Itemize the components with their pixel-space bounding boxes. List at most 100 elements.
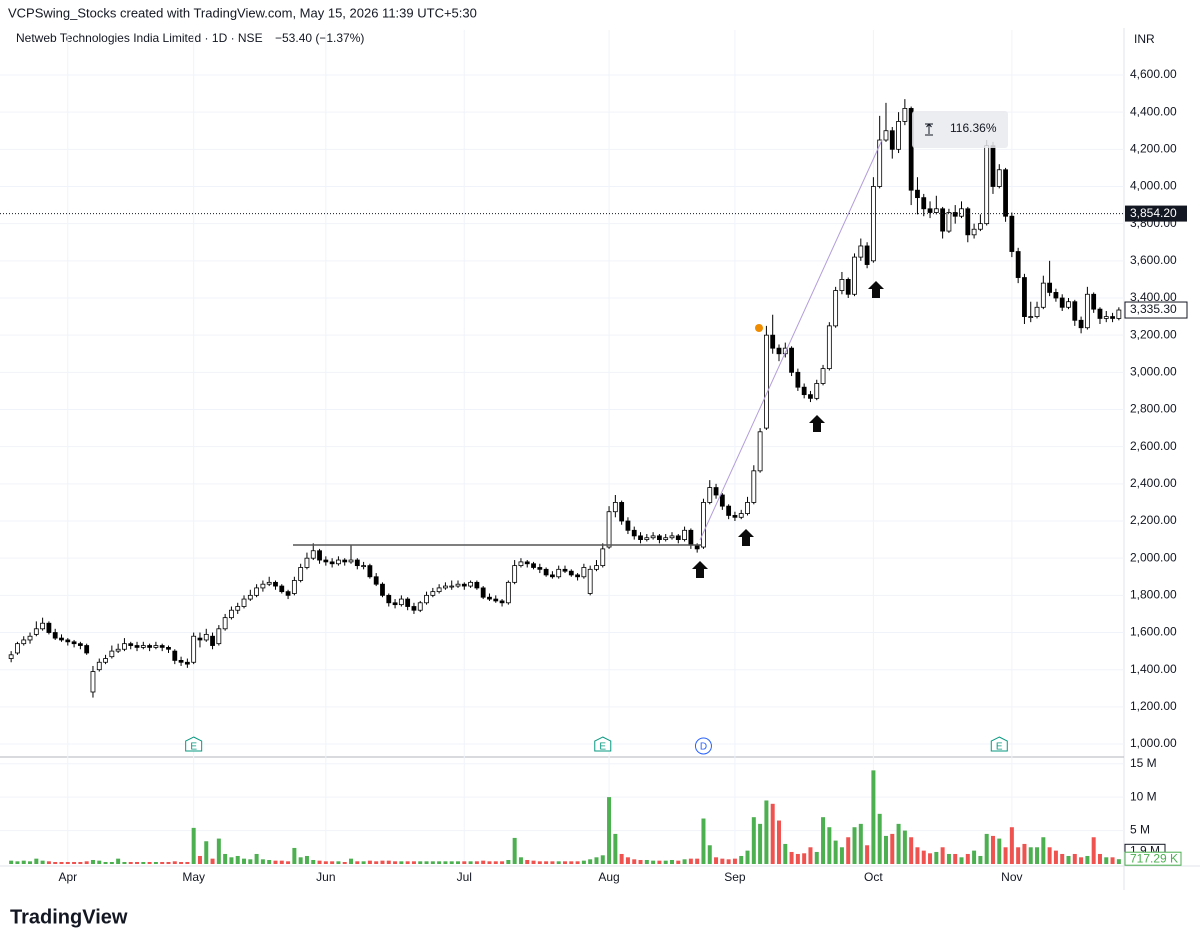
volume-bar [260, 859, 265, 864]
candle-body [1040, 282, 1046, 308]
volume-bar [821, 817, 826, 864]
candle-body [499, 600, 505, 604]
volume-bar [953, 853, 958, 864]
grid [0, 30, 1124, 864]
event-label: E [599, 742, 606, 753]
candle-body [883, 130, 889, 141]
last-price-box [1124, 301, 1188, 319]
candle-body [581, 567, 587, 578]
candle-body [606, 511, 612, 548]
candle-body [317, 550, 322, 561]
candle-body [550, 574, 555, 578]
volume-bar [928, 853, 933, 864]
volume-bar [575, 861, 580, 864]
candle-body [795, 371, 801, 388]
volume-bar [242, 858, 247, 864]
volume-bar [940, 847, 945, 864]
volume-bar [978, 855, 983, 864]
candle-body [512, 565, 518, 583]
candle-body [946, 212, 952, 232]
volume-bar [556, 861, 561, 864]
candle-body [109, 650, 115, 658]
volume-bar [191, 827, 196, 864]
arrow [868, 281, 884, 298]
y-tick-label: 4,600.00 [1130, 67, 1177, 81]
measure-icon [925, 123, 933, 136]
candle-body [411, 606, 417, 611]
candle-body [877, 139, 883, 187]
volume-bar [946, 853, 951, 864]
volume-bar [1028, 847, 1033, 864]
y-tick-label: 1,200.00 [1130, 699, 1177, 713]
candle-body [329, 561, 335, 565]
candle-body [140, 645, 146, 648]
x-tick-label: Nov [1001, 870, 1022, 884]
volume-bar [487, 861, 492, 864]
volume-bar [462, 861, 467, 864]
axes: 1,000.00 1,200.00 1,400.00 1,600.00 1,800.00… [0, 67, 1188, 884]
candle-body [537, 567, 543, 570]
y-tick-label: 2,800.00 [1130, 402, 1177, 416]
x-tick-label: Apr [58, 870, 77, 884]
volume-bar [871, 770, 876, 864]
measure-label: 116.36% [950, 121, 997, 135]
volume-bar [1047, 847, 1052, 864]
candle-body [619, 502, 625, 522]
volume-bar [273, 860, 278, 864]
candle-body [1097, 308, 1103, 319]
volume-bar [456, 861, 461, 864]
arrow [738, 529, 754, 546]
candle-body [166, 646, 171, 650]
event-label: D [700, 742, 707, 753]
volume-bar [858, 823, 863, 864]
measure-box [912, 111, 1008, 148]
candle-body [864, 245, 870, 265]
x-tick-label: Sep [724, 870, 746, 884]
candle-body [908, 108, 914, 191]
volume-bar [833, 840, 838, 864]
candle-body [1053, 292, 1059, 299]
volume-bar [638, 859, 643, 864]
candle-body [889, 130, 895, 150]
candle-body [562, 568, 568, 572]
candle-body [71, 641, 77, 645]
candle-body [543, 568, 549, 576]
candle-body [568, 570, 574, 576]
volume-bar [374, 861, 379, 864]
volume-bar [525, 859, 530, 864]
candle-body [738, 513, 744, 518]
volume-bar [865, 845, 870, 864]
candle-body [291, 580, 297, 594]
volume-bar [808, 847, 813, 864]
volume-bar [229, 857, 234, 864]
volume-bar [594, 857, 599, 864]
candle-body [235, 606, 241, 611]
y-tick-label: 4,200.00 [1130, 141, 1177, 155]
volume-bar [739, 855, 744, 864]
volume-bar [909, 837, 914, 864]
candle-body [663, 537, 669, 541]
volume-bar [128, 861, 133, 864]
volume-bar [474, 861, 479, 864]
event-label: E [190, 742, 197, 753]
candle-body [952, 212, 958, 217]
event-marker [594, 736, 612, 752]
volume-bar [97, 860, 102, 864]
candle-body [159, 645, 165, 648]
y-tick-label: 1,000.00 [1130, 736, 1177, 750]
volume-bar [330, 861, 335, 864]
candle-body [216, 628, 222, 645]
candle-body [1084, 293, 1090, 329]
candle-body [833, 290, 839, 327]
candle-body [304, 557, 310, 568]
candle-body [46, 622, 52, 633]
volume-bar [380, 860, 385, 864]
volume-bar [644, 859, 649, 864]
volume-bar [78, 861, 83, 864]
candle-body [59, 637, 64, 641]
volume-bar [1116, 859, 1121, 864]
candle-body [493, 598, 499, 602]
candle-body [575, 574, 580, 578]
volume-bar [607, 797, 612, 864]
